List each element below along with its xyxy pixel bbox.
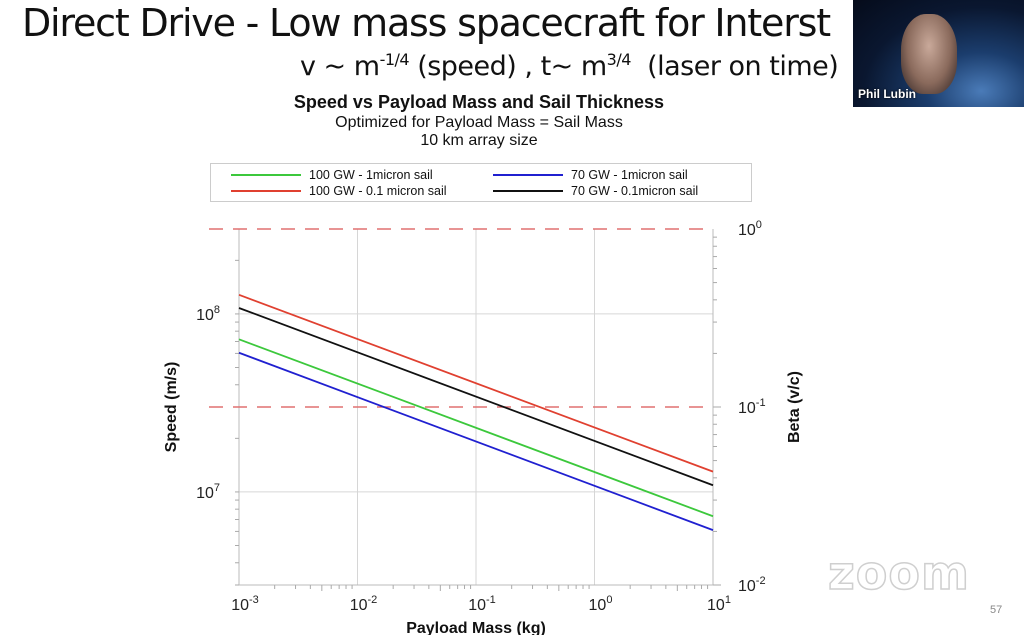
- legend-label: 100 GW - 1micron sail: [309, 168, 433, 182]
- x-axis-label: Payload Mass (kg): [406, 620, 546, 635]
- legend-label: 100 GW - 0.1 micron sail: [309, 184, 447, 198]
- series-line: [238, 294, 714, 473]
- tick-exponent: -1: [756, 397, 766, 409]
- tick-exponent: -2: [756, 575, 766, 587]
- legend-entry: 70 GW - 0.1micron sail: [493, 184, 698, 198]
- legend-swatch: [493, 174, 563, 176]
- tick-exponent: 8: [214, 304, 220, 316]
- y2-tick-label: 10-1: [738, 397, 766, 417]
- tick-base: 10: [196, 485, 214, 502]
- y2-axis-label: Beta (v/c): [786, 371, 803, 443]
- legend-entry: 70 GW - 1micron sail: [493, 168, 688, 182]
- participant-video[interactable]: Phil Lubin: [853, 0, 1024, 107]
- chart-legend: 100 GW - 1micron sail 70 GW - 1micron sa…: [210, 163, 752, 202]
- x-tick-label: 100: [589, 594, 613, 614]
- tick-base: 10: [350, 597, 368, 614]
- tick-exponent: 7: [214, 482, 220, 494]
- tick-base: 10: [231, 597, 249, 614]
- slide-title: Direct Drive - Low mass spacecraft for I…: [22, 1, 831, 45]
- series-line: [238, 351, 714, 531]
- tick-exponent: 1: [725, 594, 731, 606]
- tick-exponent: -2: [368, 594, 378, 606]
- tick-base: 10: [196, 307, 214, 324]
- zoom-watermark-logo: zoom: [827, 546, 970, 600]
- y2-tick-label: 100: [738, 219, 762, 239]
- subtitle-exponent: 3/4: [606, 50, 632, 69]
- tick-exponent: -3: [249, 594, 259, 606]
- tick-base: 10: [738, 222, 756, 239]
- series-line: [238, 338, 714, 518]
- legend-swatch: [231, 190, 301, 192]
- subtitle-exponent: -1/4: [379, 50, 410, 69]
- series-line: [238, 307, 714, 487]
- legend-label: 70 GW - 1micron sail: [571, 168, 688, 182]
- tick-base: 10: [468, 597, 486, 614]
- x-tick-label: 101: [707, 594, 731, 614]
- subtitle-part: v ~ m: [300, 51, 380, 82]
- legend-entry: 100 GW - 0.1 micron sail: [231, 184, 447, 198]
- legend-swatch: [493, 190, 563, 192]
- legend-label: 70 GW - 0.1micron sail: [571, 184, 699, 198]
- tick-exponent: -1: [486, 594, 496, 606]
- y-tick-label: 107: [196, 482, 220, 502]
- participant-name: Phil Lubin: [858, 87, 916, 101]
- chart-subtitle: 10 km array size: [420, 132, 538, 149]
- chart-subtitle: Optimized for Payload Mass = Sail Mass: [335, 114, 623, 131]
- page-number: 57: [990, 604, 1003, 616]
- tick-exponent: 0: [756, 219, 762, 231]
- tick-base: 10: [589, 597, 607, 614]
- participant-face: [901, 14, 957, 94]
- tick-base: 10: [707, 597, 725, 614]
- chart-title: Speed vs Payload Mass and Sail Thickness: [293, 92, 665, 112]
- y-tick-label: 108: [196, 304, 220, 324]
- subtitle-part: (speed) , t~ m: [409, 51, 607, 82]
- tick-base: 10: [738, 578, 756, 595]
- legend-swatch: [231, 174, 301, 176]
- tick-exponent: 0: [606, 594, 612, 606]
- y-axis-label: Speed (m/s): [163, 362, 180, 453]
- x-tick-label: 10-1: [468, 594, 496, 614]
- x-tick-label: 10-2: [350, 594, 378, 614]
- subtitle-part: (laser on time): [630, 51, 839, 82]
- x-tick-label: 10-3: [231, 594, 259, 614]
- legend-entry: 100 GW - 1micron sail: [231, 168, 433, 182]
- y2-tick-label: 10-2: [738, 575, 766, 595]
- slide-subtitle: v ~ m-1/4 (speed) , t~ m3/4 (laser on ti…: [300, 50, 839, 84]
- tick-base: 10: [738, 400, 756, 417]
